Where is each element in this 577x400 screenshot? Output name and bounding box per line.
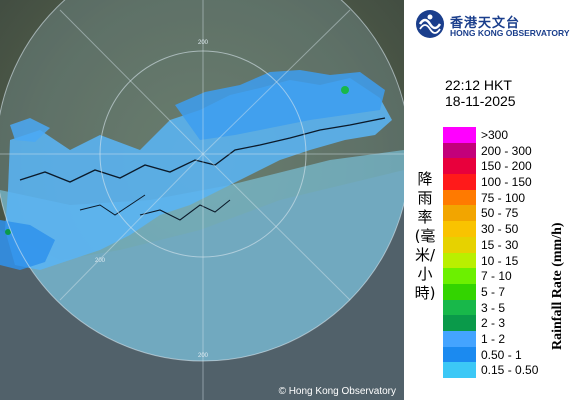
rain-cell — [5, 229, 11, 235]
radar-map-svg: 200 200 200 — [0, 0, 404, 400]
legend-range-label: 0.50 - 1 — [481, 347, 522, 362]
legend-range-label: 50 - 75 — [481, 206, 519, 221]
coastline — [139, 199, 231, 221]
rainfall-legend: >300 200 - 300 150 - 200 100 - 150 75 - 100 5… — [443, 127, 553, 378]
legend-range-label: 7 - 10 — [481, 269, 512, 284]
legend-swatch — [443, 236, 476, 253]
legend-swatch — [443, 205, 476, 222]
legend-swatch — [443, 142, 476, 159]
legend-swatch — [443, 252, 476, 269]
legend-swatch — [443, 189, 476, 206]
legend-range-label: 200 - 300 — [481, 143, 532, 158]
legend-range-label: 10 - 15 — [481, 253, 519, 268]
range-spokes — [0, 0, 404, 400]
legend-row: 15 - 30 — [443, 236, 553, 253]
copyright-bar: © Hong Kong Observatory — [0, 386, 404, 400]
range-ring-label: 200 — [198, 40, 209, 46]
coastline — [19, 117, 386, 183]
observatory-logo: 香港天文台 HONG KONG OBSERVATORY — [414, 6, 574, 40]
legend-range-label: 30 - 50 — [481, 222, 519, 237]
legend-range-label: 15 - 30 — [481, 237, 519, 252]
legend-row: 50 - 75 — [443, 205, 553, 222]
legend-swatch — [443, 221, 476, 237]
legend-range-label: >300 — [481, 128, 509, 142]
legend-swatch — [443, 283, 476, 300]
coastline — [79, 194, 146, 216]
legend-swatch — [443, 299, 476, 316]
legend-swatch — [443, 362, 476, 378]
observatory-emblem-icon — [416, 10, 444, 38]
legend-range-label: 100 - 150 — [481, 175, 532, 190]
org-name-zh: 香港天文台 — [450, 16, 521, 31]
legend-row: 10 - 15 — [443, 252, 553, 269]
legend-row: 3 - 5 — [443, 299, 553, 316]
rain-cell — [341, 86, 349, 94]
range-ring-label: 200 — [198, 353, 209, 359]
legend-row: 5 - 7 — [443, 283, 553, 300]
legend-row: 75 - 100 — [443, 189, 553, 206]
copyright-text: © Hong Kong Observatory — [278, 386, 396, 397]
legend-row: 100 - 150 — [443, 174, 553, 190]
legend-swatch — [443, 346, 476, 363]
legend-row: >300 — [443, 127, 553, 143]
rain-patch-west-lower — [0, 220, 55, 270]
info-panel: 香港天文台 HONG KONG OBSERVATORY 22:12 HKT 18… — [404, 0, 577, 400]
legend-range-label: 0.15 - 0.50 — [481, 363, 539, 378]
legend-range-label: 5 - 7 — [481, 284, 506, 299]
radar-map: 200 200 200 © Hong Kong Observatory — [0, 0, 404, 400]
legend-title-zh: 降雨率(毫米/小時) — [414, 170, 436, 302]
legend-range-label: 2 - 3 — [481, 316, 506, 331]
rain-band-main — [5, 78, 392, 270]
legend-swatch — [443, 330, 476, 347]
legend-range-label: 150 - 200 — [481, 159, 532, 174]
legend-row: 2 - 3 — [443, 315, 553, 331]
legend-row: 0.50 - 1 — [443, 346, 553, 363]
observation-date: 18-11-2025 — [445, 93, 516, 109]
legend-swatch — [443, 315, 476, 331]
legend-swatch — [443, 158, 476, 175]
legend-swatch — [443, 174, 476, 190]
legend-row: 150 - 200 — [443, 158, 553, 175]
rain-band-north-edge — [175, 70, 385, 140]
legend-range-label: 1 - 2 — [481, 331, 506, 346]
range-ring-label: 200 — [95, 258, 106, 264]
legend-range-label: 75 - 100 — [481, 190, 526, 205]
range-rings — [0, 0, 404, 362]
legend-row: 7 - 10 — [443, 268, 553, 284]
legend-row: 30 - 50 — [443, 221, 553, 237]
observation-time: 22:12 HKT — [445, 77, 512, 93]
legend-swatch — [443, 268, 476, 284]
legend-row: 200 - 300 — [443, 142, 553, 159]
legend-row: 0.15 - 0.50 — [443, 362, 553, 378]
legend-title-en: Rainfall Rate (mm/h) — [550, 222, 565, 350]
legend-range-label: 3 - 5 — [481, 300, 506, 315]
legend-swatch — [443, 127, 476, 143]
legend-row: 1 - 2 — [443, 330, 553, 347]
org-name-en: HONG KONG OBSERVATORY — [450, 28, 570, 38]
rain-patch-west — [10, 118, 50, 142]
